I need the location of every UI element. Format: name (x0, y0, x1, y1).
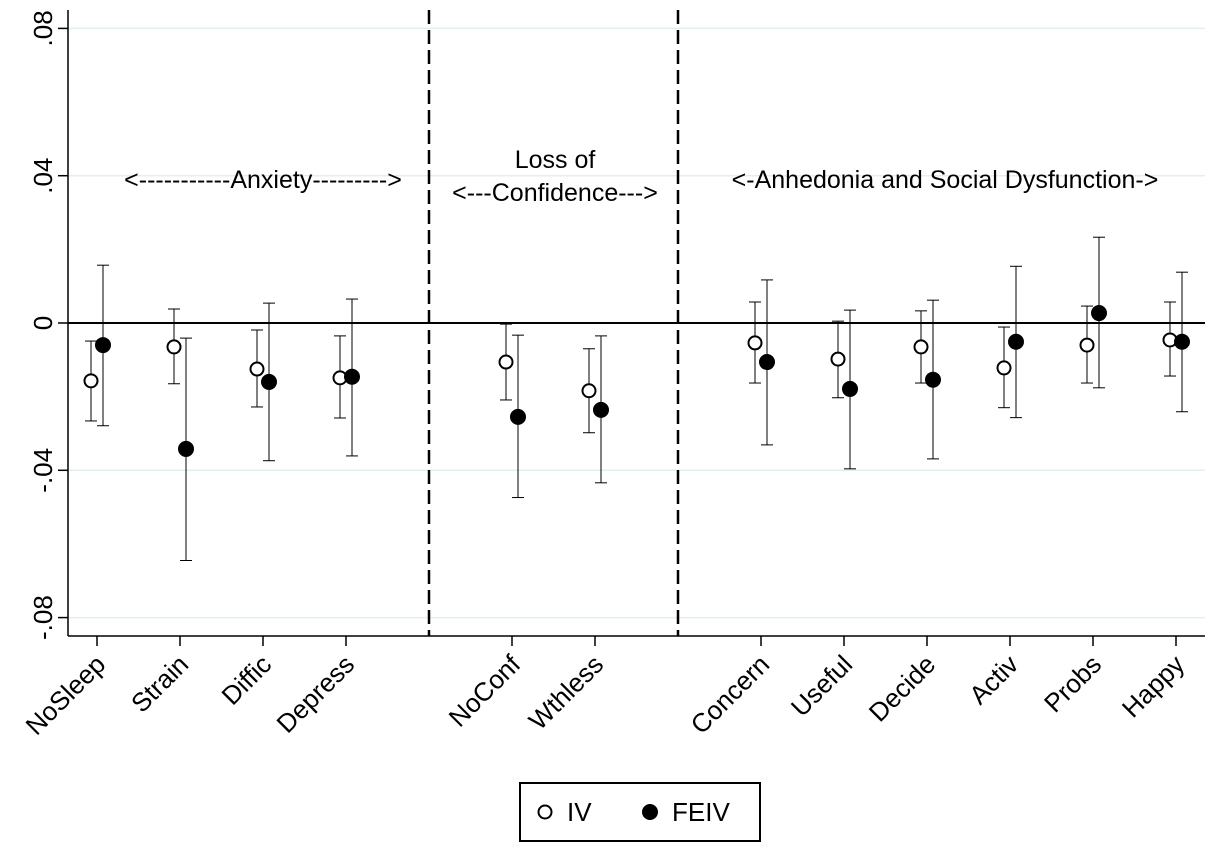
y-tick-label: 0 (28, 316, 58, 330)
legend-marker (537, 804, 553, 820)
point (996, 360, 1012, 376)
point (261, 373, 277, 390)
annotation: <-Anhedonia and Social Dysfunction-> (732, 166, 1159, 194)
point (759, 354, 775, 371)
point (249, 361, 265, 377)
point (593, 401, 609, 418)
annotation: <---Confidence---> (452, 179, 658, 207)
x-tick-label: NoConf (443, 648, 527, 732)
point (925, 371, 941, 388)
x-tick-label: Wthless (523, 649, 610, 736)
y-tick-label: -.04 (28, 448, 58, 493)
y-tick-label: .08 (28, 10, 58, 46)
point (581, 383, 597, 399)
x-tick-label: Useful (785, 649, 858, 722)
annotation: Loss of (515, 146, 596, 174)
x-tick-label: Strain (125, 649, 194, 718)
x-tick-label: Diffic (216, 649, 278, 711)
x-tick-label: Activ (963, 649, 1024, 710)
x-tick-label: Probs (1038, 649, 1107, 718)
point (747, 335, 763, 351)
point (830, 351, 846, 367)
point (842, 380, 858, 397)
annotation: <-----------Anxiety---------> (124, 166, 402, 194)
point (166, 339, 182, 355)
x-tick-label: Depress (271, 649, 361, 739)
y-tick-label: .04 (28, 158, 58, 194)
point (178, 440, 194, 457)
x-tick-label: Happy (1116, 649, 1190, 723)
point (1174, 333, 1190, 350)
point (344, 368, 360, 385)
point (510, 408, 526, 425)
point (498, 354, 514, 370)
y-tick-label: -.08 (28, 595, 58, 640)
point (913, 339, 929, 355)
legend-label: FEIV (672, 797, 730, 827)
point (1008, 333, 1024, 350)
legend-box (519, 782, 761, 842)
x-tick-label: NoSleep (20, 649, 112, 741)
point (1091, 305, 1107, 322)
legend-marker (642, 804, 658, 820)
point (83, 373, 99, 389)
legend-label: IV (567, 797, 592, 827)
x-tick-label: Decide (863, 649, 941, 727)
x-tick-label: Concern (685, 649, 776, 740)
point (1079, 337, 1095, 353)
point (95, 337, 111, 354)
